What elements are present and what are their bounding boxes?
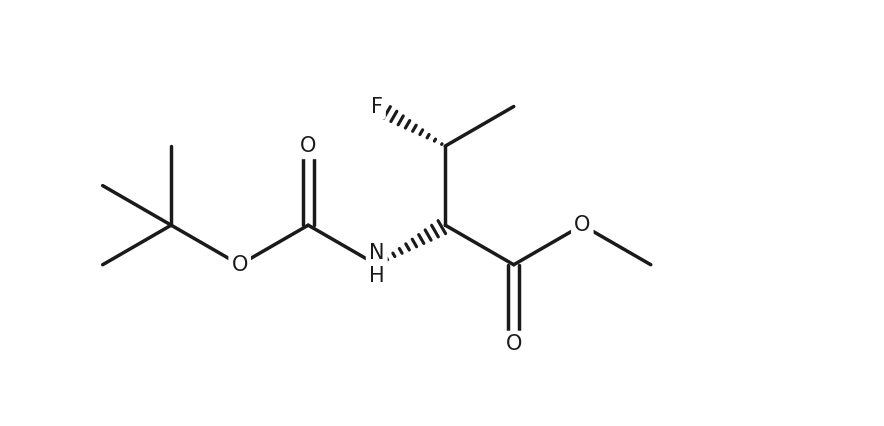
Text: O: O: [574, 215, 591, 235]
Text: F: F: [370, 97, 383, 116]
Text: O: O: [300, 136, 316, 156]
Text: N
H: N H: [369, 243, 385, 286]
Text: O: O: [506, 334, 522, 354]
Text: O: O: [232, 255, 248, 275]
